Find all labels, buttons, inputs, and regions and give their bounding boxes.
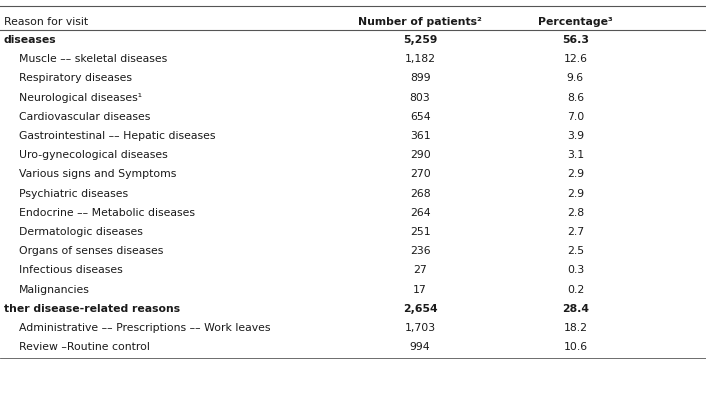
Text: 2.9: 2.9 xyxy=(567,189,584,198)
Text: Number of patients²: Number of patients² xyxy=(358,17,482,27)
Text: ther disease-related reasons: ther disease-related reasons xyxy=(4,304,179,314)
Text: 17: 17 xyxy=(413,285,427,294)
Text: 18.2: 18.2 xyxy=(563,323,587,333)
Text: 251: 251 xyxy=(409,227,431,237)
Text: 290: 290 xyxy=(409,150,431,160)
Text: Percentage³: Percentage³ xyxy=(538,17,613,27)
Text: Endocrine –– Metabolic diseases: Endocrine –– Metabolic diseases xyxy=(19,208,195,218)
Text: 9.6: 9.6 xyxy=(567,73,584,83)
Text: 1,182: 1,182 xyxy=(405,54,436,64)
Text: Cardiovascular diseases: Cardiovascular diseases xyxy=(19,112,150,122)
Text: Malignancies: Malignancies xyxy=(19,285,90,294)
Text: 994: 994 xyxy=(409,342,431,352)
Text: Various signs and Symptoms: Various signs and Symptoms xyxy=(19,169,177,179)
Text: Reason for visit: Reason for visit xyxy=(4,17,88,27)
Text: 270: 270 xyxy=(409,169,431,179)
Text: Organs of senses diseases: Organs of senses diseases xyxy=(19,246,163,256)
Text: 803: 803 xyxy=(409,93,431,103)
Text: 2.7: 2.7 xyxy=(567,227,584,237)
Text: 8.6: 8.6 xyxy=(567,93,584,103)
Text: 2,654: 2,654 xyxy=(402,304,438,314)
Text: 12.6: 12.6 xyxy=(563,54,587,64)
Text: 0.2: 0.2 xyxy=(567,285,584,294)
Text: 361: 361 xyxy=(409,131,431,141)
Text: 5,259: 5,259 xyxy=(403,35,437,45)
Text: Gastrointestinal –– Hepatic diseases: Gastrointestinal –– Hepatic diseases xyxy=(19,131,215,141)
Text: 7.0: 7.0 xyxy=(567,112,584,122)
Text: diseases: diseases xyxy=(4,35,56,45)
Text: 28.4: 28.4 xyxy=(562,304,589,314)
Text: 268: 268 xyxy=(409,189,431,198)
Text: 0.3: 0.3 xyxy=(567,266,584,275)
Text: Review –Routine control: Review –Routine control xyxy=(19,342,150,352)
Text: 27: 27 xyxy=(413,266,427,275)
Text: Administrative –– Prescriptions –– Work leaves: Administrative –– Prescriptions –– Work … xyxy=(19,323,270,333)
Text: Muscle –– skeletal diseases: Muscle –– skeletal diseases xyxy=(19,54,167,64)
Text: 236: 236 xyxy=(409,246,431,256)
Text: Neurological diseases¹: Neurological diseases¹ xyxy=(19,93,142,103)
Text: 2.9: 2.9 xyxy=(567,169,584,179)
Text: 654: 654 xyxy=(409,112,431,122)
Text: 2.5: 2.5 xyxy=(567,246,584,256)
Text: 10.6: 10.6 xyxy=(563,342,587,352)
Text: Psychiatric diseases: Psychiatric diseases xyxy=(19,189,128,198)
Text: 3.9: 3.9 xyxy=(567,131,584,141)
Text: 2.8: 2.8 xyxy=(567,208,584,218)
Text: Respiratory diseases: Respiratory diseases xyxy=(19,73,132,83)
Text: Infectious diseases: Infectious diseases xyxy=(19,266,123,275)
Text: 899: 899 xyxy=(409,73,431,83)
Text: 3.1: 3.1 xyxy=(567,150,584,160)
Text: 264: 264 xyxy=(409,208,431,218)
Text: Dermatologic diseases: Dermatologic diseases xyxy=(19,227,143,237)
Text: Uro-gynecological diseases: Uro-gynecological diseases xyxy=(19,150,168,160)
Text: 1,703: 1,703 xyxy=(405,323,436,333)
Text: 56.3: 56.3 xyxy=(562,35,589,45)
